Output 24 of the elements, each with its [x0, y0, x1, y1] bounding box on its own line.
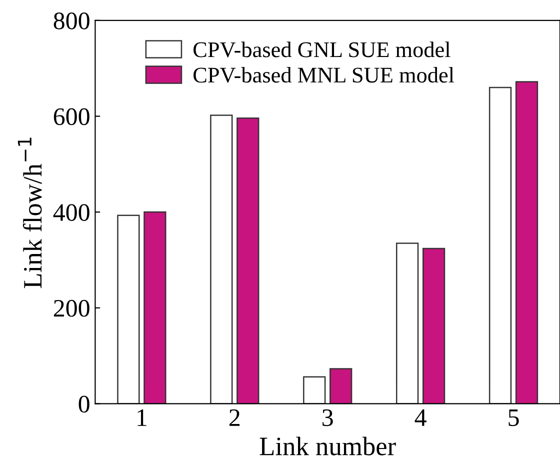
y-tick-label: 400 [53, 204, 90, 221]
y-tick-label: 600 [54, 108, 90, 126]
bar [303, 376, 326, 404]
legend-label: CPV-based GNL SUE model [194, 42, 450, 58]
x-axis-title: Link number [260, 436, 396, 456]
x-tick-label: 3 [322, 409, 333, 426]
bar [210, 114, 233, 404]
y-tick-label: 800 [54, 12, 90, 30]
x-tick-label: 1 [138, 409, 146, 426]
bar [117, 214, 140, 404]
y-tick-label: 200 [54, 300, 90, 317]
bar [396, 242, 419, 404]
bar [330, 368, 352, 404]
x-tick-label: 2 [229, 409, 240, 426]
y-axis-title: Link flow/h$^{−1}$ [18, 138, 42, 288]
bar [515, 81, 538, 404]
bar [422, 248, 446, 404]
y-tick-label: 0 [78, 396, 90, 413]
bar [488, 86, 512, 404]
bar [236, 118, 260, 404]
bar [144, 211, 166, 404]
legend-label: CPV-based MNL SUE model [194, 67, 454, 83]
x-tick-label: 5 [508, 410, 519, 426]
x-tick-label: 4 [414, 409, 426, 426]
